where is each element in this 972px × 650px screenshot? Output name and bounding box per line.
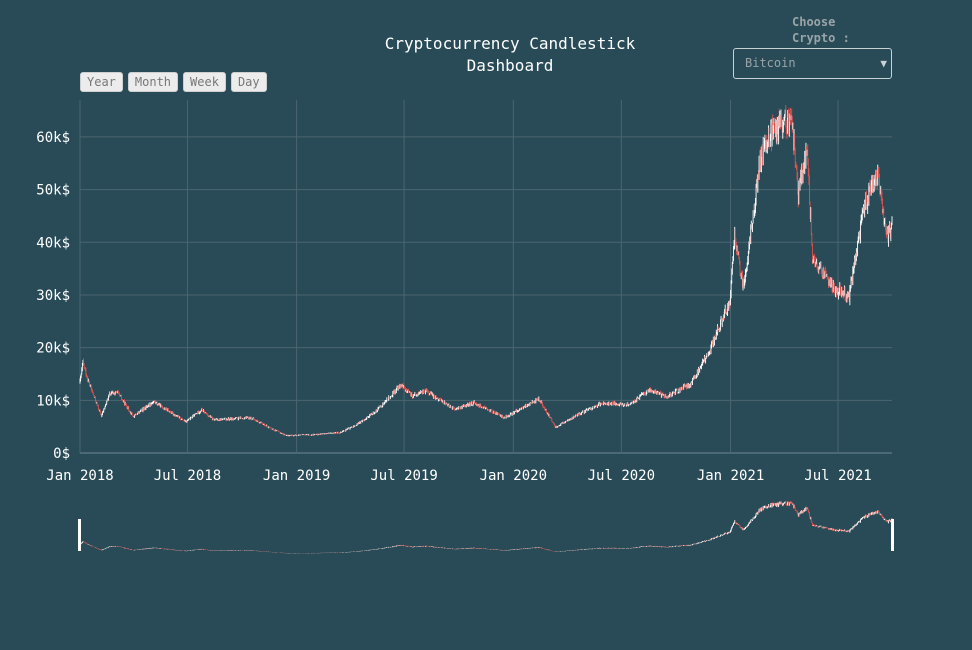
range-slider-right-handle[interactable] [891, 519, 894, 551]
y-tick-label: 20k$ [36, 341, 70, 357]
range-slider-left-handle[interactable] [78, 519, 81, 551]
range-button-year[interactable]: Year [80, 72, 123, 92]
y-axis: 0$ 10k$ 20k$ 30k$ 40k$ 50k$ 60k$ [36, 130, 70, 462]
y-tick-label: 10k$ [36, 393, 70, 409]
range-slider-candles [79, 500, 893, 554]
range-button-week[interactable]: Week [183, 72, 226, 92]
y-tick-label: 30k$ [36, 288, 70, 304]
y-tick-label: 60k$ [36, 130, 70, 146]
chart-grid [79, 100, 892, 454]
chart-title-line1: Cryptocurrency Candlestick [384, 34, 636, 53]
chevron-down-icon: ▼ [880, 57, 887, 70]
x-axis: Jan 2018 Jul 2018 Jan 2019 Jul 2019 Jan 2020… [46, 468, 871, 484]
x-tick-label: Jul 2021 [804, 468, 871, 484]
range-selector: Year Month Week Day [80, 72, 267, 92]
x-tick-label: Jan 2020 [480, 468, 547, 484]
range-button-day[interactable]: Day [230, 72, 267, 92]
crypto-dropdown[interactable]: Bitcoin ▼ [733, 48, 892, 79]
chart-title: Cryptocurrency Candlestick Dashboard [340, 33, 680, 77]
crypto-dropdown-value: Bitcoin [745, 56, 796, 70]
main-candles [79, 105, 893, 437]
x-tick-label: Jan 2021 [697, 468, 764, 484]
x-tick-label: Jul 2018 [154, 468, 221, 484]
chart-title-line2: Dashboard [466, 56, 554, 75]
x-tick-label: Jan 2019 [263, 468, 330, 484]
y-tick-label: 40k$ [36, 235, 70, 251]
x-tick-label: Jan 2018 [46, 468, 113, 484]
x-tick-label: Jul 2019 [370, 468, 437, 484]
y-tick-label: 50k$ [36, 183, 70, 199]
y-tick-label: 0$ [53, 446, 70, 462]
range-button-month[interactable]: Month [127, 72, 179, 92]
x-tick-label: Jul 2020 [588, 468, 655, 484]
crypto-select-label: Choose Crypto : [792, 15, 850, 45]
